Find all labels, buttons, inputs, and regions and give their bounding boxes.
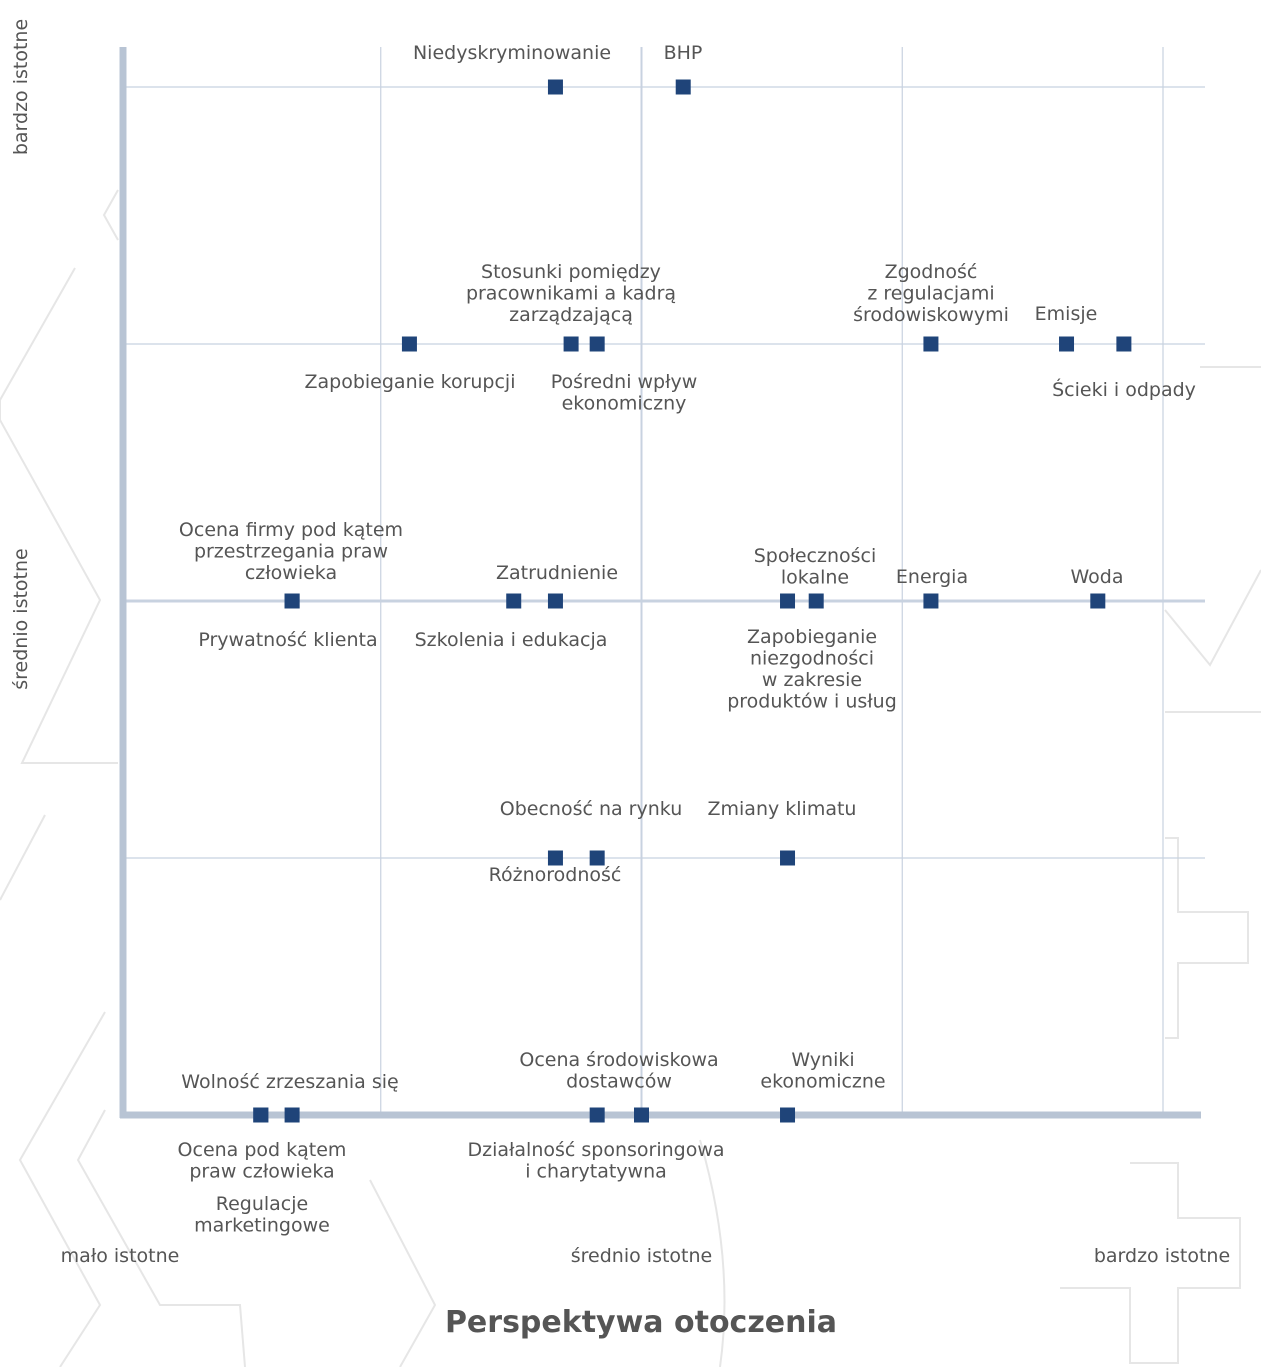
point-label: Pośredni wpływ [551, 371, 698, 393]
y-tick-label: średnio istotne [10, 548, 32, 689]
point-label: Stosunki pomiędzy [481, 261, 661, 283]
data-point [402, 337, 417, 352]
point-label: Prywatność klienta [198, 629, 377, 651]
point-label: Zatrudnienie [496, 562, 618, 584]
point-label: Zapobieganie korupcji [305, 371, 516, 393]
point-label: człowieka [245, 562, 337, 584]
point-label: Obecność na rynku [500, 798, 683, 820]
point-label: BHP [664, 42, 703, 64]
point-label: przestrzegania praw [194, 541, 388, 563]
point-label: w zakresie [762, 669, 862, 691]
data-point [1116, 337, 1131, 352]
point-label: zarządzającą [509, 304, 633, 326]
chart-title: Perspektywa otoczenia [445, 1305, 837, 1340]
data-point [634, 1108, 649, 1123]
point-label: pracownikami a kadrą [466, 283, 676, 305]
data-point [253, 1108, 268, 1123]
data-point [590, 1108, 605, 1123]
background-decoration [0, 190, 1261, 1367]
x-tick-label: średnio istotne [571, 1245, 712, 1267]
x-tick-label: bardzo istotne [1094, 1245, 1230, 1267]
point-label: Woda [1070, 566, 1123, 588]
data-point [809, 594, 824, 609]
point-label: Zapobieganie [747, 626, 877, 648]
point-label: Ścieki i odpady [1052, 377, 1196, 401]
point-label: Emisje [1035, 303, 1098, 325]
point-label: z regulacjami [867, 283, 994, 305]
data-point [506, 594, 521, 609]
page: {"chart_data":{"type":"scatter","title":… [0, 0, 1261, 1367]
point-label: Niedyskryminowanie [413, 42, 611, 64]
point-label: niezgodności [750, 648, 874, 670]
point-label: Zgodność [885, 261, 978, 283]
data-point [564, 337, 579, 352]
point-label: Energia [896, 566, 968, 588]
x-tick-label: mało istotne [61, 1245, 180, 1267]
y-tick-label: bardzo istotne [10, 19, 32, 155]
data-point [285, 1108, 300, 1123]
point-label: praw człowieka [189, 1161, 334, 1183]
point-label: środowiskowymi [853, 304, 1009, 326]
point-label: Różnorodność [489, 864, 622, 886]
point-label: Wolność zrzeszania się [181, 1071, 398, 1093]
chart: Perspektywa otoczenia mało istotne średni… [0, 0, 1261, 1367]
data-point [1059, 337, 1074, 352]
data-point [285, 594, 300, 609]
data-point [590, 337, 605, 352]
data-point [548, 594, 563, 609]
data-point [1090, 594, 1105, 609]
data-point [676, 80, 691, 95]
point-label: dostawców [566, 1071, 672, 1093]
point-label: Ocena pod kątem [178, 1139, 347, 1161]
point-label: Zmiany klimatu [708, 798, 857, 820]
data-point [780, 851, 795, 866]
point-label: ekonomiczny [562, 393, 687, 415]
point-label: Ocena firmy pod kątem [179, 519, 403, 541]
data-point [780, 1108, 795, 1123]
point-label: produktów i usług [727, 691, 897, 713]
data-point [780, 594, 795, 609]
point-label: Regulacje [216, 1193, 308, 1215]
data-point [923, 337, 938, 352]
point-label: Wyniki [791, 1049, 854, 1071]
point-label: Szkolenia i edukacja [415, 629, 608, 651]
point-label: Ocena środowiskowa [519, 1049, 718, 1071]
point-label: lokalne [781, 567, 849, 589]
data-point [548, 80, 563, 95]
point-label: Społeczności [754, 545, 877, 567]
point-label: i charytatywna [525, 1161, 667, 1183]
point-label: Działalność sponsoringowa [467, 1139, 724, 1161]
point-label: marketingowe [194, 1215, 330, 1237]
point-label: ekonomiczne [760, 1071, 885, 1093]
data-point [923, 594, 938, 609]
